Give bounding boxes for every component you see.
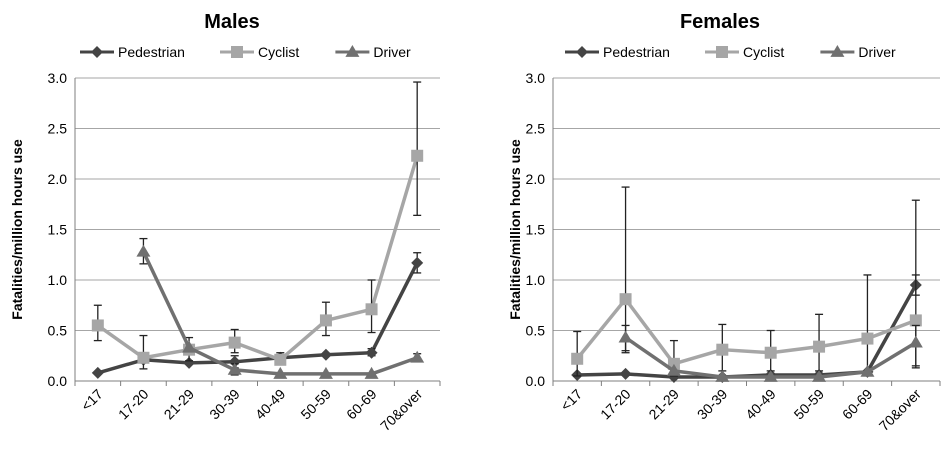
legend-label-cyclist: Cyclist bbox=[258, 44, 299, 60]
data-point-pedestrian bbox=[365, 346, 378, 359]
data-point-cyclist bbox=[571, 352, 584, 365]
x-tick-label: 17-20 bbox=[597, 386, 634, 423]
data-point-pedestrian bbox=[91, 366, 104, 379]
data-point-cyclist bbox=[619, 293, 632, 306]
y-tick-label: 0.5 bbox=[48, 323, 68, 339]
legend-marker-pedestrian bbox=[91, 46, 103, 58]
data-point-cyclist bbox=[411, 149, 424, 162]
x-tick-label: 50-59 bbox=[791, 386, 828, 423]
series-line-cyclist bbox=[96, 155, 419, 362]
y-tick-label: 0.0 bbox=[48, 373, 68, 389]
data-point-cyclist bbox=[909, 314, 922, 327]
y-tick-label: 0.5 bbox=[526, 323, 546, 339]
data-point-driver bbox=[136, 244, 151, 257]
x-tick-label: 30-39 bbox=[206, 386, 243, 423]
y-tick-label: 2.5 bbox=[48, 121, 68, 137]
y-tick-label: 2.5 bbox=[526, 121, 546, 137]
x-tick-label: 60-69 bbox=[343, 386, 380, 423]
x-tick-label: 50-59 bbox=[297, 386, 334, 423]
data-point-pedestrian bbox=[319, 348, 332, 361]
data-point-pedestrian bbox=[411, 256, 424, 269]
data-point-pedestrian bbox=[228, 355, 241, 368]
x-tick-label: 40-49 bbox=[252, 386, 289, 423]
x-tick-label: 70&over bbox=[876, 386, 924, 434]
legend-marker-driver bbox=[345, 45, 360, 57]
x-tick-label: 21-29 bbox=[161, 386, 198, 423]
y-tick-label: 3.0 bbox=[48, 70, 68, 86]
x-tick-label: 70&over bbox=[377, 386, 425, 434]
legend-label-driver: Driver bbox=[373, 44, 411, 60]
data-point-cyclist bbox=[91, 319, 104, 332]
data-point-driver bbox=[318, 366, 333, 379]
data-point-driver bbox=[860, 364, 875, 377]
data-point-cyclist bbox=[365, 303, 378, 316]
x-tick-label: 60-69 bbox=[839, 386, 876, 423]
data-point-cyclist bbox=[861, 332, 874, 345]
y-tick-label: 2.0 bbox=[48, 171, 68, 187]
y-tick-label: 1.0 bbox=[526, 272, 546, 288]
data-point-driver bbox=[763, 369, 778, 382]
data-point-pedestrian bbox=[619, 367, 632, 380]
data-point-cyclist bbox=[716, 343, 729, 356]
legend-label-pedestrian: Pedestrian bbox=[118, 44, 185, 60]
legend-label-driver: Driver bbox=[858, 44, 896, 60]
y-tick-label: 2.0 bbox=[526, 171, 546, 187]
y-axis-label: Fatalities/million hours use bbox=[507, 139, 523, 320]
y-tick-label: 1.5 bbox=[48, 222, 68, 238]
data-point-driver bbox=[618, 330, 633, 343]
y-tick-label: 0.0 bbox=[526, 373, 546, 389]
chart-title: Females bbox=[680, 11, 760, 33]
data-point-driver bbox=[812, 369, 827, 382]
data-point-cyclist bbox=[764, 346, 777, 359]
x-tick-label: <17 bbox=[78, 386, 106, 414]
chart-title: Males bbox=[204, 11, 260, 33]
y-tick-label: 1.0 bbox=[48, 272, 68, 288]
chart-panel-males: Males Pedestrian Cyclist Driver 0.0 0.5 1.0 1.5… bbox=[9, 11, 441, 434]
data-point-cyclist bbox=[228, 336, 241, 349]
data-point-cyclist bbox=[137, 351, 150, 364]
x-tick-label: 21-29 bbox=[645, 386, 682, 423]
data-point-cyclist bbox=[319, 314, 332, 327]
legend-marker-cyclist bbox=[231, 46, 243, 58]
data-point-driver bbox=[182, 340, 197, 353]
data-point-driver bbox=[227, 362, 242, 375]
legend-label-pedestrian: Pedestrian bbox=[603, 44, 670, 60]
legend-marker-pedestrian bbox=[576, 46, 588, 58]
data-point-driver bbox=[273, 366, 288, 379]
data-point-driver bbox=[666, 363, 681, 376]
data-point-cyclist bbox=[813, 340, 826, 353]
data-point-driver bbox=[410, 350, 425, 363]
y-tick-label: 1.5 bbox=[526, 222, 546, 238]
legend-label-cyclist: Cyclist bbox=[743, 44, 784, 60]
data-point-driver bbox=[364, 366, 379, 379]
series-line-pedestrian bbox=[97, 262, 419, 375]
data-point-pedestrian bbox=[183, 356, 196, 369]
y-axis-label: Fatalities/million hours use bbox=[9, 139, 25, 320]
data-point-cyclist bbox=[274, 353, 287, 366]
legend-marker-driver bbox=[830, 45, 845, 57]
x-tick-label: 40-49 bbox=[742, 386, 779, 423]
x-tick-label: 17-20 bbox=[115, 386, 152, 423]
x-tick-label: <17 bbox=[557, 386, 585, 414]
x-tick-label: 30-39 bbox=[694, 386, 731, 423]
data-point-driver bbox=[908, 335, 923, 348]
legend-marker-cyclist bbox=[716, 46, 728, 58]
chart-panel-females: Females Pedestrian Cyclist Driver 0.0 0.5 1.0 1… bbox=[507, 11, 941, 434]
series-line-cyclist bbox=[575, 297, 917, 366]
y-tick-label: 3.0 bbox=[526, 70, 546, 86]
data-point-driver bbox=[715, 369, 730, 382]
